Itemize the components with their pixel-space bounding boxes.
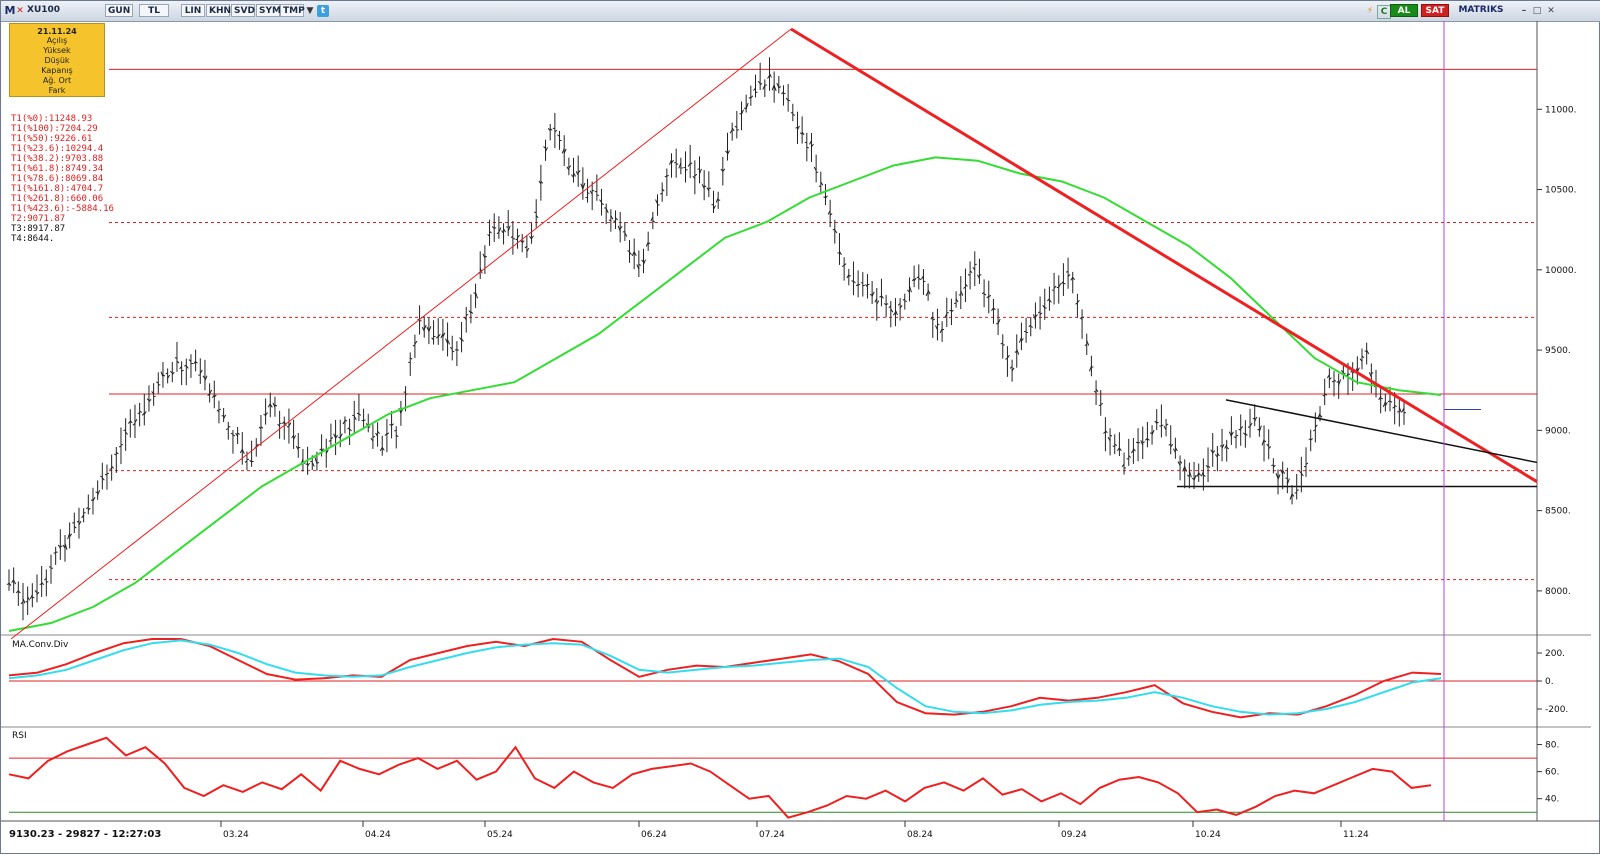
price-bar-close xyxy=(107,473,109,474)
price-bar-open xyxy=(306,464,308,465)
fib-level: T1(%38.2):9703.88 xyxy=(11,154,114,164)
x-tick-label: 06.24 xyxy=(641,830,667,840)
price-tick-label: 11000. xyxy=(1545,105,1577,115)
price-bar-close xyxy=(275,405,277,406)
fib-level: T1(%0):11248.93 xyxy=(11,114,114,124)
info-high-label: Yüksek xyxy=(10,46,104,56)
price-bar-open xyxy=(604,208,606,209)
price-bar-open xyxy=(1309,439,1311,440)
price-bar-close xyxy=(709,188,711,189)
price-tick-label: 10000. xyxy=(1545,266,1577,276)
rsi-title: RSI xyxy=(12,731,27,741)
price-bar-open xyxy=(54,553,56,554)
info-diff-label: Fark xyxy=(10,86,104,96)
price-bar-close xyxy=(228,426,230,427)
price-bar-open xyxy=(1052,290,1054,291)
price-tick-label: 8500. xyxy=(1545,507,1571,517)
info-wavg-label: Ağ. Ort xyxy=(10,76,104,86)
price-bar-open xyxy=(40,584,42,585)
macd-title: MA.Conv.Div xyxy=(12,640,69,650)
fib-level: T1(%161.8):4704.7 xyxy=(11,184,114,194)
x-tick-label: 04.24 xyxy=(365,830,391,840)
target-level: T2:9071.87 xyxy=(11,214,114,224)
rising-trendline xyxy=(11,29,791,639)
price-bar-open xyxy=(1066,272,1068,273)
price-bar-close xyxy=(905,301,907,302)
price-bar-open xyxy=(1271,465,1273,466)
price-bar-close xyxy=(121,445,123,446)
price-bar-close xyxy=(648,243,650,244)
rsi-tick-label: 40. xyxy=(1545,795,1559,805)
macd-panel xyxy=(9,639,1537,717)
x-tick-label: 07.24 xyxy=(759,830,785,840)
price-bar-close xyxy=(867,284,869,285)
price-tick-label: 9000. xyxy=(1545,426,1571,436)
macd-tick-label: 200. xyxy=(1545,649,1565,659)
price-bar-close xyxy=(858,285,860,286)
price-tick-label: 9500. xyxy=(1545,346,1571,356)
price-tick-label: 10500. xyxy=(1545,186,1577,196)
price-bar-close xyxy=(368,427,370,428)
price-bar-close xyxy=(46,582,48,583)
info-date: 21.11.24 xyxy=(10,27,104,36)
x-tick-label: 08.24 xyxy=(907,830,933,840)
fib-level: T1(%61.8):8749.34 xyxy=(11,164,114,174)
price-bar-close xyxy=(1063,283,1065,284)
macd-signal-line xyxy=(9,640,1441,714)
rsi-panel xyxy=(9,738,1537,818)
fib-level: T1(%23.6):10294.4 xyxy=(11,144,114,154)
fib-level: T1(%50):9226.61 xyxy=(11,134,114,144)
x-tick-label: 03.24 xyxy=(223,830,249,840)
price-bar-close xyxy=(154,396,156,397)
price-bar-open xyxy=(949,310,951,311)
price-bar-open xyxy=(1365,351,1367,352)
target-level: T3:8917.87 xyxy=(11,224,114,234)
x-tick-label: 09.24 xyxy=(1061,830,1087,840)
fib-level: T1(%261.8):660.06 xyxy=(11,194,114,204)
ohlc-info-box: 21.11.24 Açılış Yüksek Düşük Kapanış Ağ.… xyxy=(9,23,105,97)
status-readout: 9130.23 - 29827 - 12:27:03 xyxy=(9,829,161,840)
x-tick-label: 05.24 xyxy=(487,830,513,840)
price-bar-close xyxy=(783,93,785,94)
price-bars xyxy=(7,57,1406,620)
triangle-upper-line xyxy=(1226,400,1537,463)
price-bar-close xyxy=(1348,374,1350,375)
price-bar-close xyxy=(1110,435,1112,436)
falling-trendline xyxy=(791,29,1537,482)
price-bar-close xyxy=(849,276,851,277)
fib-level: T1(%100):7204.29 xyxy=(11,124,114,134)
price-bar-open xyxy=(119,446,121,447)
x-tick-label: 11.24 xyxy=(1343,830,1369,840)
info-close-label: Kapanış xyxy=(10,66,104,76)
price-tick-label: 8000. xyxy=(1545,587,1571,597)
trendlines xyxy=(11,29,1537,639)
x-axis-ticks: 03.24 04.24 05.24 06.24 07.24 08.24 09.24 10.24… xyxy=(221,821,1369,840)
price-bar-open xyxy=(72,522,74,523)
info-low-label: Düşük xyxy=(10,56,104,66)
fib-levels xyxy=(109,69,1537,579)
macd-tick-label: -200. xyxy=(1545,705,1568,715)
price-bar-open xyxy=(26,601,28,602)
macd-line xyxy=(9,639,1441,717)
rsi-line xyxy=(9,738,1431,818)
fib-level: T1(%78.6):8069.84 xyxy=(11,174,114,184)
rsi-tick-label: 60. xyxy=(1545,768,1559,778)
y-axis-ticks: 8000. 8500. 9000. 9500. 10000. 10500. 11000. 20… xyxy=(1537,105,1577,804)
fib-level: T1(%423.6):-5884.16 xyxy=(11,204,114,214)
fib-level-list: T1(%0):11248.93 T1(%100):7204.29 T1(%50)… xyxy=(11,114,114,244)
price-bar-close xyxy=(364,420,366,421)
x-tick-label: 10.24 xyxy=(1195,830,1221,840)
rsi-tick-label: 80. xyxy=(1545,741,1559,751)
macd-tick-label: 0. xyxy=(1545,677,1554,687)
price-bar-open xyxy=(851,281,853,282)
info-open-label: Açılış xyxy=(10,36,104,46)
target-level: T4:8644. xyxy=(11,234,114,244)
